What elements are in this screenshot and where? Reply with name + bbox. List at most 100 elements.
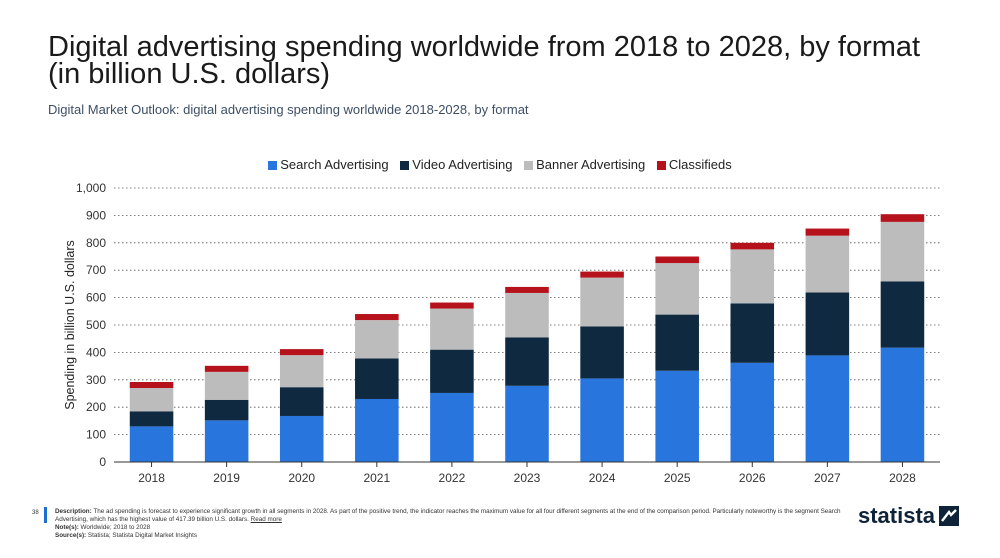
footer-description: Description: The ad spending is forecast… bbox=[55, 508, 845, 524]
legend-item-classifieds[interactable]: Classifieds bbox=[656, 157, 732, 172]
bar-segment-search-advertising-2022[interactable] bbox=[430, 392, 474, 462]
bar-segment-search-advertising-2020[interactable] bbox=[279, 415, 324, 462]
bar-segment-video-advertising-2026[interactable] bbox=[730, 303, 775, 363]
x-tick-label: 2028 bbox=[889, 471, 916, 485]
bar-segment-classifieds-2026[interactable] bbox=[730, 242, 775, 250]
x-tick-label: 2027 bbox=[814, 471, 841, 485]
bar-segment-banner-advertising-2021[interactable] bbox=[355, 320, 399, 359]
y-tick-label: 900 bbox=[86, 208, 106, 222]
x-tick-label: 2022 bbox=[439, 471, 466, 485]
y-tick-label: 500 bbox=[86, 318, 106, 332]
bar-segment-classifieds-2028[interactable] bbox=[880, 214, 925, 222]
legend-swatch-classifieds bbox=[656, 161, 666, 170]
y-axis-label: Spending in billion U.S. dollars bbox=[63, 240, 77, 410]
read-more-link[interactable]: Read more bbox=[250, 516, 282, 523]
bar-segment-search-advertising-2018[interactable] bbox=[129, 426, 174, 462]
bar-segment-video-advertising-2019[interactable] bbox=[204, 399, 249, 421]
bar-segment-search-advertising-2019[interactable] bbox=[204, 420, 249, 462]
bars bbox=[129, 214, 925, 462]
x-axis-ticks: 2018 2019 2020 2021 2022 2023 2024 2025 2026 2027… bbox=[138, 462, 916, 485]
bar-segment-banner-advertising-2024[interactable] bbox=[580, 277, 624, 327]
bar-segment-video-advertising-2021[interactable] bbox=[355, 358, 399, 399]
bar-segment-video-advertising-2028[interactable] bbox=[880, 281, 925, 348]
bar-segment-search-advertising-2028[interactable] bbox=[880, 347, 925, 462]
bar-segment-video-advertising-2024[interactable] bbox=[580, 326, 624, 379]
bar-segment-video-advertising-2018[interactable] bbox=[129, 411, 174, 427]
bar-segment-video-advertising-2020[interactable] bbox=[279, 387, 324, 416]
bar-segment-classifieds-2020[interactable] bbox=[279, 349, 324, 356]
bar-segment-banner-advertising-2023[interactable] bbox=[505, 292, 549, 338]
bar-segment-search-advertising-2025[interactable] bbox=[655, 370, 699, 462]
legend-label-video: Video Advertising bbox=[412, 157, 513, 172]
bar-segment-classifieds-2018[interactable] bbox=[129, 381, 174, 389]
bar-segment-banner-advertising-2028[interactable] bbox=[880, 221, 925, 282]
bar-segment-banner-advertising-2020[interactable] bbox=[279, 355, 324, 388]
y-tick-label: 800 bbox=[86, 236, 106, 250]
y-tick-label: 300 bbox=[86, 373, 106, 387]
footer-accent-bar bbox=[44, 507, 47, 523]
notes-text: Worldwide; 2018 to 2028 bbox=[80, 524, 151, 531]
bar-segment-banner-advertising-2019[interactable] bbox=[204, 371, 249, 400]
sources-text: Statista; Statista Digital Market Insigh… bbox=[87, 532, 198, 539]
legend-swatch-video bbox=[400, 161, 410, 170]
legend-swatch-banner bbox=[524, 161, 534, 170]
bar-segment-banner-advertising-2025[interactable] bbox=[655, 263, 699, 315]
y-tick-label: 200 bbox=[86, 400, 106, 414]
legend-item-banner[interactable]: Banner Advertising bbox=[524, 157, 645, 172]
bar-segment-search-advertising-2021[interactable] bbox=[355, 398, 399, 462]
bar-segment-video-advertising-2027[interactable] bbox=[805, 292, 850, 356]
bar-segment-classifieds-2027[interactable] bbox=[805, 228, 850, 236]
legend-label-classifieds: Classifieds bbox=[668, 157, 732, 172]
notes-label: Note(s): bbox=[55, 524, 79, 531]
description-text: The ad spending is forecast to experienc… bbox=[55, 508, 841, 523]
legend-item-search[interactable]: Search Advertising bbox=[268, 157, 389, 172]
x-tick-label: 2018 bbox=[138, 471, 165, 485]
bar-segment-video-advertising-2023[interactable] bbox=[505, 337, 549, 386]
footer-notes: Description: The ad spending is forecast… bbox=[55, 508, 845, 540]
bar-segment-banner-advertising-2022[interactable] bbox=[430, 308, 474, 350]
bar-segment-banner-advertising-2026[interactable] bbox=[730, 249, 775, 304]
bar-segment-search-advertising-2023[interactable] bbox=[505, 385, 549, 462]
y-tick-label: 0 bbox=[99, 455, 106, 469]
y-tick-label: 1,000 bbox=[76, 181, 106, 195]
brand-name: statista bbox=[858, 503, 936, 528]
bar-segment-search-advertising-2026[interactable] bbox=[730, 362, 775, 462]
x-tick-label: 2019 bbox=[213, 471, 240, 485]
bar-segment-banner-advertising-2027[interactable] bbox=[805, 235, 850, 293]
x-tick-label: 2024 bbox=[589, 471, 616, 485]
bar-segment-classifieds-2022[interactable] bbox=[430, 302, 474, 309]
statista-logo[interactable]: statista bbox=[858, 503, 960, 529]
bar-segment-classifieds-2025[interactable] bbox=[655, 256, 699, 264]
y-tick-label: 100 bbox=[86, 428, 106, 442]
bar-segment-video-advertising-2022[interactable] bbox=[430, 349, 474, 393]
bar-segment-search-advertising-2027[interactable] bbox=[805, 355, 850, 462]
x-tick-label: 2026 bbox=[739, 471, 766, 485]
bar-segment-classifieds-2023[interactable] bbox=[505, 286, 549, 293]
chart-subtitle: Digital Market Outlook: digital advertis… bbox=[48, 102, 529, 117]
x-tick-label: 2025 bbox=[664, 471, 691, 485]
y-tick-label: 400 bbox=[86, 345, 106, 359]
bar-segment-banner-advertising-2018[interactable] bbox=[129, 388, 174, 412]
x-tick-label: 2021 bbox=[363, 471, 390, 485]
x-tick-label: 2023 bbox=[514, 471, 541, 485]
bar-segment-video-advertising-2025[interactable] bbox=[655, 314, 699, 371]
bar-segment-search-advertising-2024[interactable] bbox=[580, 378, 624, 462]
bar-segment-classifieds-2024[interactable] bbox=[580, 271, 624, 278]
x-tick-label: 2020 bbox=[288, 471, 315, 485]
sources-label: Source(s): bbox=[55, 532, 87, 539]
y-axis-ticks: 0 100 200 300 400 500 600 700 800 900 1,000 bbox=[76, 181, 106, 469]
footer-sources-line: Source(s): Statista; Statista Digital Ma… bbox=[55, 532, 845, 540]
statista-logo-icon bbox=[939, 506, 960, 526]
footer-notes-line: Note(s): Worldwide; 2018 to 2028 bbox=[55, 524, 845, 532]
y-tick-label: 700 bbox=[86, 263, 106, 277]
chart-title: Digital advertising spending worldwide f… bbox=[48, 31, 921, 90]
legend-label-search: Search Advertising bbox=[280, 157, 389, 172]
chart-legend: Search Advertising Video Advertising Ban… bbox=[0, 157, 1000, 172]
legend-item-video[interactable]: Video Advertising bbox=[400, 157, 513, 172]
bar-segment-classifieds-2021[interactable] bbox=[355, 314, 399, 321]
legend-label-banner: Banner Advertising bbox=[536, 157, 646, 172]
page-number: 38 bbox=[32, 510, 39, 516]
bar-segment-classifieds-2019[interactable] bbox=[204, 365, 249, 372]
legend-swatch-search bbox=[268, 161, 278, 170]
